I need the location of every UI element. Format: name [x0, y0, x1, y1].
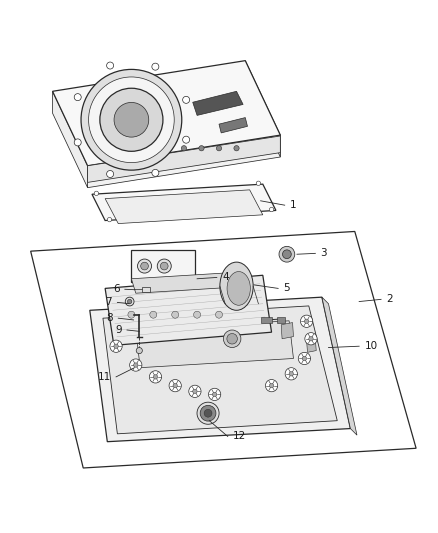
- Text: 5: 5: [283, 284, 290, 293]
- Circle shape: [298, 352, 311, 365]
- Text: 7: 7: [106, 297, 112, 308]
- Circle shape: [136, 348, 142, 354]
- Polygon shape: [31, 231, 416, 468]
- Ellipse shape: [220, 262, 253, 310]
- Circle shape: [181, 146, 187, 151]
- Text: 9: 9: [115, 325, 122, 335]
- Circle shape: [197, 402, 219, 424]
- Circle shape: [215, 311, 223, 318]
- Circle shape: [256, 181, 261, 185]
- FancyBboxPatch shape: [277, 317, 285, 322]
- Polygon shape: [88, 135, 280, 188]
- Text: 2: 2: [386, 294, 393, 304]
- Polygon shape: [281, 322, 293, 339]
- Circle shape: [194, 311, 201, 318]
- Circle shape: [183, 96, 190, 103]
- Circle shape: [305, 333, 317, 345]
- Polygon shape: [219, 118, 247, 133]
- Circle shape: [160, 262, 168, 270]
- Polygon shape: [193, 91, 243, 115]
- Polygon shape: [307, 339, 316, 352]
- Circle shape: [212, 392, 217, 397]
- Circle shape: [149, 371, 162, 383]
- Circle shape: [204, 409, 212, 417]
- Polygon shape: [136, 321, 293, 368]
- Circle shape: [199, 146, 204, 151]
- Circle shape: [152, 169, 159, 176]
- Circle shape: [152, 63, 159, 70]
- Circle shape: [157, 259, 171, 273]
- Polygon shape: [171, 319, 285, 361]
- Polygon shape: [88, 136, 280, 182]
- Polygon shape: [103, 306, 337, 434]
- Circle shape: [309, 336, 313, 341]
- FancyBboxPatch shape: [261, 317, 272, 322]
- Circle shape: [285, 368, 297, 380]
- Circle shape: [138, 259, 152, 273]
- Text: 8: 8: [106, 313, 113, 323]
- Circle shape: [153, 375, 158, 379]
- Circle shape: [172, 311, 179, 318]
- Text: 12: 12: [233, 431, 246, 441]
- Circle shape: [110, 340, 122, 352]
- Circle shape: [130, 359, 142, 371]
- Text: 10: 10: [364, 341, 378, 351]
- Circle shape: [141, 262, 148, 270]
- Text: 6: 6: [113, 284, 120, 294]
- Polygon shape: [131, 272, 250, 293]
- Circle shape: [74, 94, 81, 101]
- Circle shape: [107, 217, 112, 222]
- Circle shape: [106, 62, 113, 69]
- Polygon shape: [53, 91, 88, 188]
- Circle shape: [128, 311, 135, 318]
- Circle shape: [193, 389, 197, 393]
- Circle shape: [265, 379, 278, 392]
- Circle shape: [114, 344, 118, 349]
- Circle shape: [183, 136, 190, 143]
- Circle shape: [125, 297, 134, 306]
- Circle shape: [302, 356, 307, 361]
- Circle shape: [234, 146, 239, 151]
- Circle shape: [200, 405, 216, 421]
- Polygon shape: [105, 275, 272, 345]
- Polygon shape: [322, 297, 357, 435]
- Circle shape: [279, 246, 295, 262]
- Circle shape: [134, 363, 138, 367]
- Polygon shape: [53, 61, 280, 166]
- Circle shape: [300, 315, 313, 327]
- Circle shape: [304, 319, 309, 324]
- Circle shape: [208, 388, 221, 400]
- Circle shape: [173, 383, 177, 388]
- Circle shape: [150, 311, 157, 318]
- Text: 1: 1: [290, 200, 297, 210]
- Ellipse shape: [227, 271, 251, 305]
- Circle shape: [289, 372, 293, 376]
- Text: 4: 4: [222, 272, 229, 282]
- Polygon shape: [92, 184, 276, 221]
- Circle shape: [269, 207, 274, 212]
- Circle shape: [114, 102, 149, 137]
- Polygon shape: [90, 297, 350, 442]
- Circle shape: [283, 250, 291, 259]
- Circle shape: [223, 330, 241, 348]
- Circle shape: [169, 379, 181, 392]
- Circle shape: [81, 69, 182, 170]
- Circle shape: [269, 383, 274, 388]
- Circle shape: [127, 300, 132, 304]
- Polygon shape: [245, 61, 280, 157]
- FancyBboxPatch shape: [142, 287, 150, 292]
- Circle shape: [100, 88, 163, 151]
- Text: 3: 3: [321, 248, 327, 259]
- Circle shape: [94, 191, 99, 196]
- Circle shape: [227, 334, 237, 344]
- Circle shape: [88, 77, 174, 163]
- Circle shape: [189, 385, 201, 398]
- Circle shape: [74, 139, 81, 146]
- Text: 11: 11: [98, 372, 111, 382]
- Circle shape: [216, 146, 222, 151]
- FancyBboxPatch shape: [131, 251, 195, 282]
- Polygon shape: [105, 190, 263, 223]
- Circle shape: [106, 171, 113, 177]
